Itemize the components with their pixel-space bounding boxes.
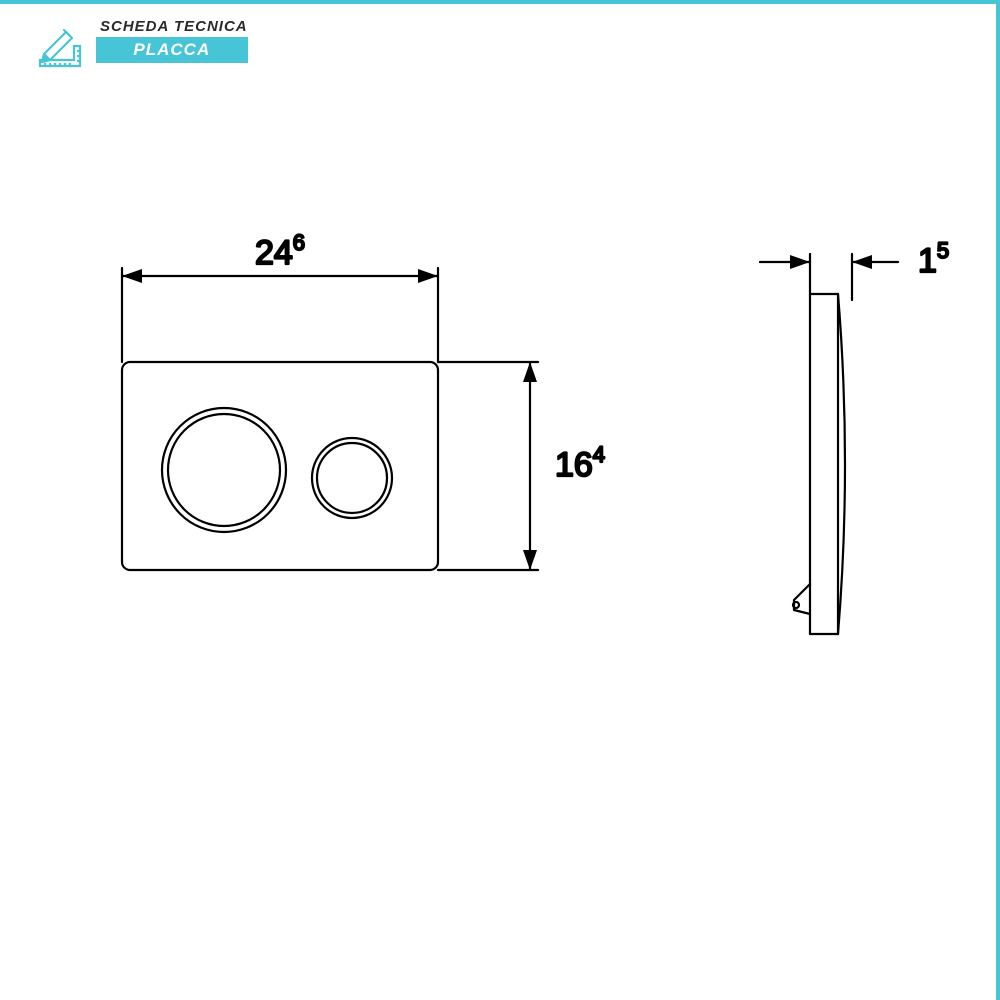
accent-border-top [0,0,1000,4]
header-line-1: SCHEDA TECNICA [96,18,248,35]
header: SCHEDA TECNICA PLACCA [36,18,248,70]
technical-drawing: 246 164 15 [0,200,1000,740]
side-view: 15 [760,238,949,634]
svg-text:15: 15 [918,238,949,280]
front-view: 246 164 [122,230,605,570]
page: SCHEDA TECNICA PLACCA 246 164 15 [0,0,1000,1000]
header-line-2: PLACCA [96,37,248,63]
svg-text:164: 164 [555,442,605,484]
drafting-ruler-icon [36,18,88,70]
svg-text:246: 246 [255,230,305,272]
